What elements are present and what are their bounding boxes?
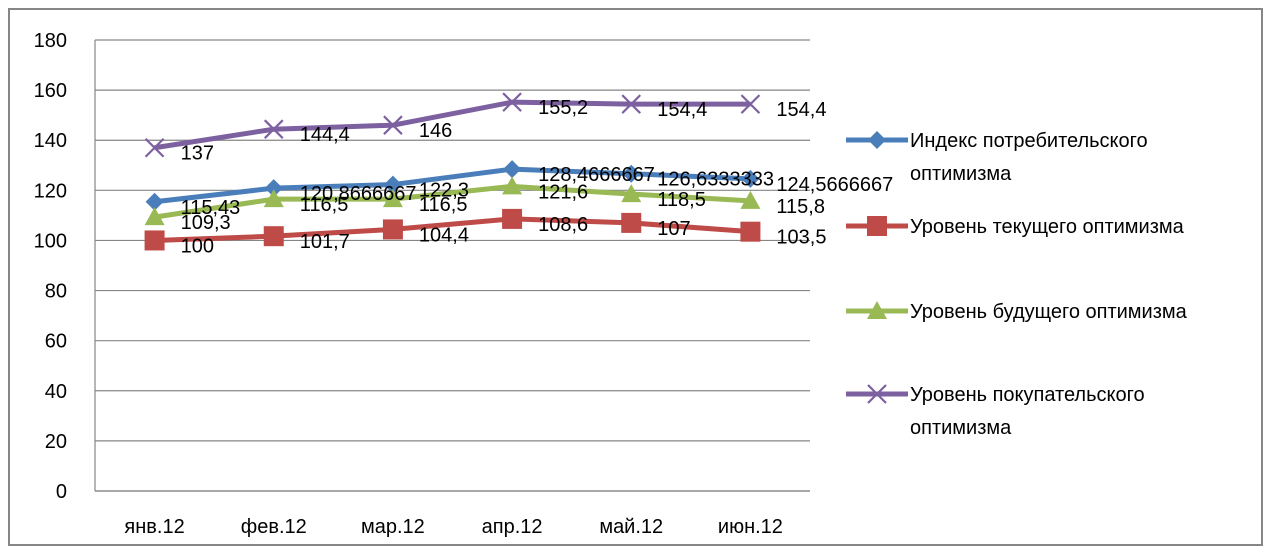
x-tick-label: мар.12	[361, 516, 425, 538]
x-tick-label: июн.12	[718, 516, 783, 538]
data-label: 137	[181, 143, 214, 165]
series-line	[154, 166, 751, 205]
legend-label: оптимизма	[910, 417, 1012, 439]
data-point	[621, 94, 642, 114]
data-point	[502, 92, 522, 112]
legend-item: Уровень покупательского оптимизма	[846, 384, 1145, 439]
data-point	[621, 212, 642, 233]
legend-label: Уровень текущего оптимизма	[910, 216, 1185, 238]
legend-item: Индекс потребительского оптимизма	[846, 130, 1148, 185]
data-point	[263, 226, 284, 247]
legend-marker	[867, 301, 887, 319]
data-label: 121,6	[538, 181, 588, 203]
series-4	[144, 92, 761, 158]
y-tick-label: 0	[56, 481, 67, 503]
data-point	[145, 192, 164, 211]
data-label: 146	[419, 120, 452, 142]
data-label: 100	[181, 235, 214, 257]
data-label: 128,4666667	[538, 164, 655, 186]
y-tick-label: 20	[45, 431, 67, 453]
data-point	[382, 219, 403, 240]
data-point	[382, 189, 403, 208]
legend-label: Индекс потребительского	[910, 130, 1148, 152]
data-label: 118,5	[657, 189, 706, 211]
data-point	[740, 221, 761, 242]
data-label: 109,3	[181, 212, 231, 234]
series-1	[145, 160, 760, 211]
data-point	[264, 179, 283, 198]
data-point	[502, 176, 523, 195]
series-line	[154, 183, 751, 220]
data-point	[740, 94, 761, 114]
x-tick-label: апр.12	[482, 516, 543, 538]
chart-frame	[8, 8, 1263, 546]
data-point	[621, 184, 642, 203]
x-tick-label: май.12	[599, 516, 663, 538]
data-label: 154,4	[776, 99, 826, 121]
data-label: 104,4	[419, 224, 469, 246]
y-tick-label: 180	[34, 30, 67, 52]
plot-area: 0 20 40 60 80 100 120 140 160 180 янв.12 фев.12 мар.…	[34, 30, 810, 538]
data-label: 124,5666667	[776, 174, 893, 196]
data-label: 144,4	[300, 124, 350, 146]
x-tick-label: фев.12	[241, 516, 307, 538]
data-point	[741, 169, 760, 188]
data-point	[622, 164, 641, 183]
legend-marker	[867, 216, 887, 236]
data-label: 107	[657, 218, 690, 240]
series-line	[154, 99, 751, 151]
series-2	[144, 208, 761, 251]
x-tick-label: янв.12	[124, 516, 184, 538]
data-label: 115,8	[776, 196, 825, 218]
legend: Индекс потребительскогооптимизмаУровень …	[846, 130, 1188, 439]
y-tick-label: 100	[34, 230, 67, 252]
y-tick-label: 120	[34, 180, 67, 202]
data-label: 122,3	[419, 180, 469, 202]
legend-label: Уровень покупательского	[910, 384, 1145, 406]
data-point	[263, 119, 284, 139]
data-labels: 115,43 120,8666667 122,3 128,4666667 126,633…	[181, 97, 894, 257]
data-point	[740, 190, 761, 209]
data-point	[144, 207, 165, 226]
series-line	[154, 216, 751, 243]
data-point	[503, 160, 522, 179]
data-label: 116,5	[300, 194, 349, 216]
data-point	[144, 137, 165, 158]
data-label: 108,6	[538, 214, 588, 236]
data-point	[383, 175, 402, 194]
data-label: 101,7	[300, 231, 350, 253]
data-label: 126,6333333	[657, 169, 774, 191]
y-tick-label: 80	[45, 281, 67, 303]
data-point	[383, 115, 403, 135]
y-tick-label: 60	[45, 331, 67, 353]
data-label: 115,43	[181, 197, 241, 219]
legend-label: оптимизма	[910, 163, 1012, 185]
legend-item: Уровень будущего оптимизма	[846, 301, 1188, 323]
data-label: 155,2	[538, 97, 588, 119]
legend-label: Уровень будущего оптимизма	[910, 301, 1188, 323]
data-label: 116,5	[419, 194, 468, 216]
y-tick-label: 140	[34, 130, 67, 152]
y-tick-label: 40	[45, 381, 67, 403]
data-label: 154,4	[657, 99, 707, 121]
data-point	[263, 189, 284, 208]
legend-item: Уровень текущего оптимизма	[846, 216, 1185, 238]
y-tick-label: 160	[34, 80, 67, 102]
data-label: 103,5	[776, 227, 826, 249]
data-label: 120,8666667	[300, 183, 417, 205]
data-point	[144, 230, 165, 251]
legend-marker	[868, 131, 886, 149]
series-3	[144, 176, 761, 226]
legend-marker	[867, 384, 887, 404]
data-point	[502, 208, 523, 229]
